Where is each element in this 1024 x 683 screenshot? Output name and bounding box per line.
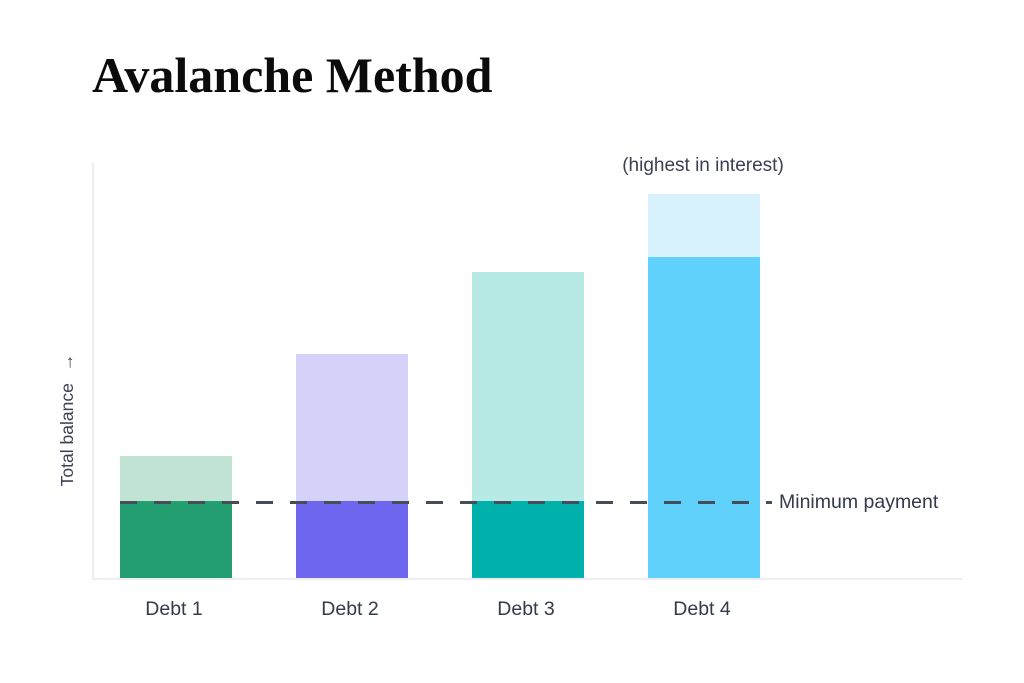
bar-debt-1-payment-segment xyxy=(120,500,232,578)
x-axis-label-debt-1: Debt 1 xyxy=(145,598,203,620)
chart-title: Avalanche Method xyxy=(92,47,493,103)
up-arrow-icon: → xyxy=(57,353,77,372)
bar-debt-3-remaining-segment xyxy=(472,271,584,501)
x-axis-label-debt-3: Debt 3 xyxy=(497,598,555,620)
bar-debt-1 xyxy=(120,455,232,578)
bar-debt-4 xyxy=(648,193,760,578)
bar-debt-3-payment-segment xyxy=(472,500,584,578)
minimum-payment-label: Minimum payment xyxy=(779,491,939,513)
bar-debt-4-remaining-segment xyxy=(648,193,760,257)
plot-area xyxy=(92,163,962,580)
bar-debt-4-payment-segment xyxy=(648,256,760,578)
bar-debt-2 xyxy=(296,354,408,578)
y-axis-label-text: Total balance xyxy=(57,383,77,487)
bar-debt-1-remaining-segment xyxy=(120,455,232,501)
bar-debt-2-payment-segment xyxy=(296,500,408,578)
annotation-highest-in-interest: (highest in interest) xyxy=(622,155,784,176)
minimum-payment-line xyxy=(120,500,772,504)
x-axis-label-debt-2: Debt 2 xyxy=(321,598,379,620)
bar-debt-3 xyxy=(472,271,584,578)
x-axis-label-debt-4: Debt 4 xyxy=(673,598,731,620)
y-axis-label: Total balance → xyxy=(57,310,79,530)
bar-debt-2-remaining-segment xyxy=(296,354,408,501)
